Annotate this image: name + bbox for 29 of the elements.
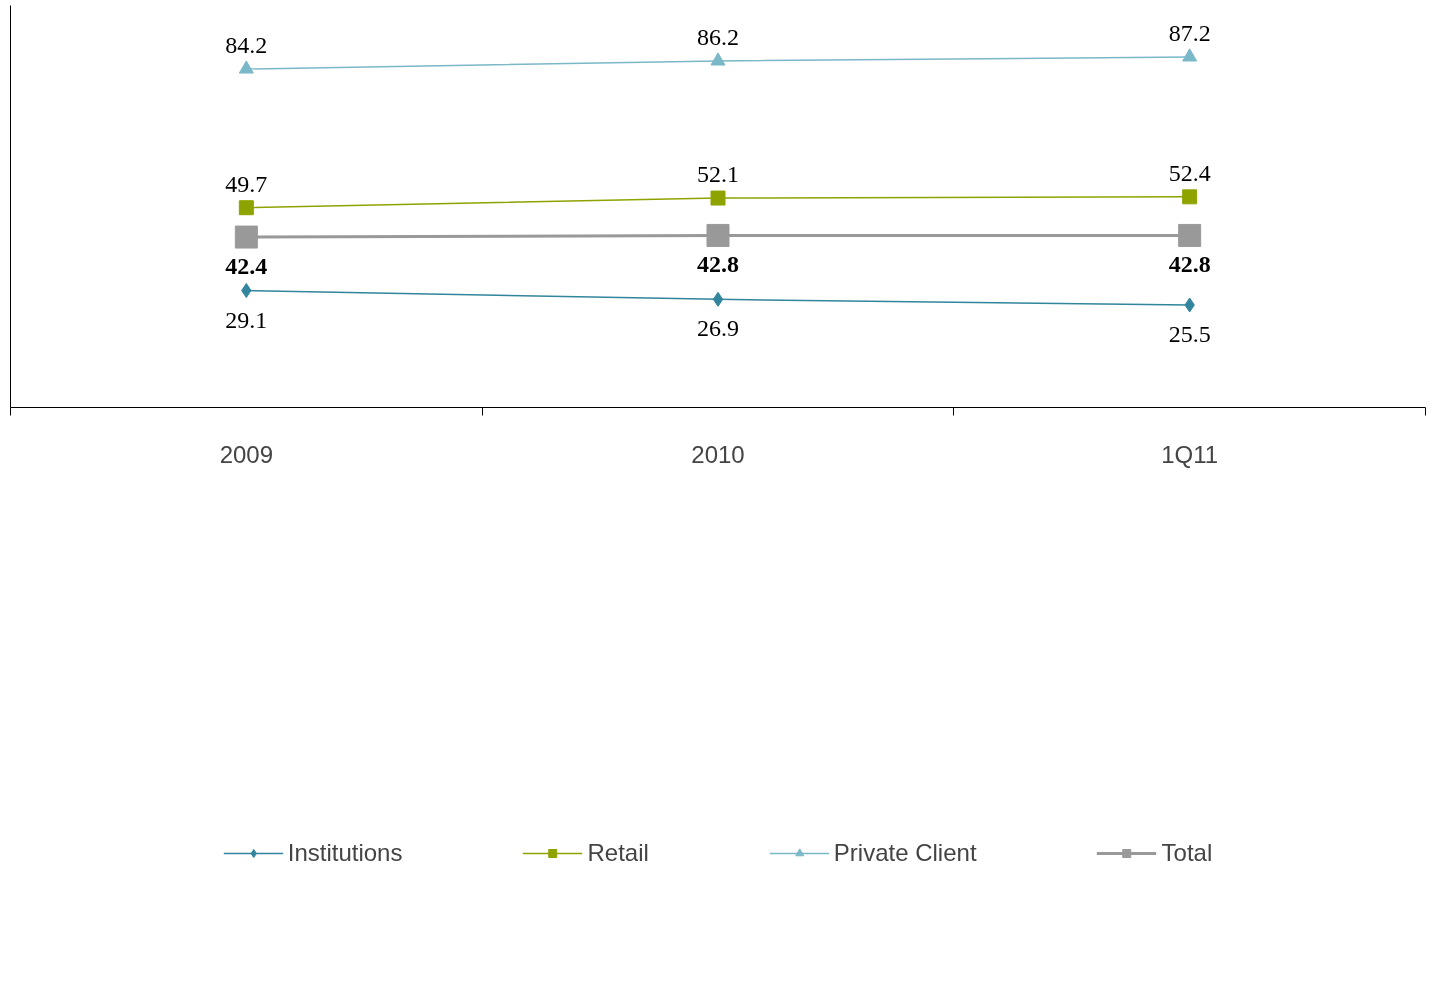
data-label: 84.2 xyxy=(225,32,268,59)
x-tick-label: 1Q11 xyxy=(1161,440,1219,468)
data-label: 86.2 xyxy=(697,23,739,50)
x-tick-label: 2009 xyxy=(219,440,274,468)
point xyxy=(1178,223,1202,247)
point xyxy=(710,190,726,206)
point xyxy=(1182,48,1198,62)
data-label: 52.4 xyxy=(1168,159,1211,186)
data-label: 42.8 xyxy=(697,251,739,278)
point xyxy=(238,60,254,74)
legend-label: Institutions xyxy=(287,839,403,867)
point xyxy=(706,223,730,247)
point xyxy=(710,52,726,66)
data-label: 42.4 xyxy=(225,253,268,280)
point xyxy=(712,291,724,307)
point xyxy=(1182,189,1198,205)
data-label: 25.5 xyxy=(1168,320,1211,347)
point xyxy=(238,200,254,216)
legend-label: Private Client xyxy=(833,839,977,867)
data-label: 29.1 xyxy=(225,306,268,333)
data-label: 49.7 xyxy=(225,170,268,197)
legend-label: Retail xyxy=(587,839,649,867)
data-label: 26.9 xyxy=(697,315,739,342)
data-label: 42.8 xyxy=(1168,251,1211,278)
data-label: 52.1 xyxy=(697,161,739,188)
legend-label: Total xyxy=(1161,839,1213,867)
data-label: 87.2 xyxy=(1168,19,1211,46)
x-tick-label: 2010 xyxy=(691,440,745,468)
point xyxy=(234,225,258,249)
